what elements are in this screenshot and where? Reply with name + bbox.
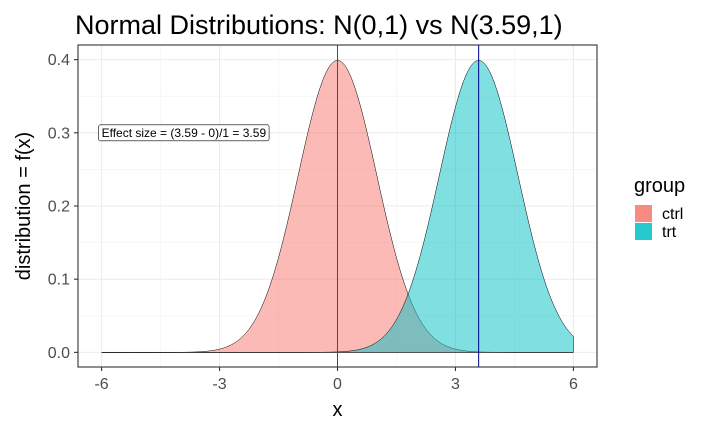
- y-tick-label: 0.0: [48, 345, 70, 362]
- annotation-label: Effect size = (3.59 - 0)/1 = 3.59: [102, 126, 267, 140]
- x-tick-label: 0: [333, 376, 342, 393]
- x-axis-title: x: [333, 399, 343, 421]
- density-area-trt: [101, 60, 574, 353]
- x-tick-label: 3: [451, 376, 460, 393]
- x-tick-label: -3: [212, 376, 226, 393]
- y-tick-label: 0.4: [48, 52, 70, 69]
- legend-key-trt: [635, 223, 652, 240]
- y-tick-label: 0.1: [48, 272, 70, 289]
- x-tick-label: -6: [94, 376, 108, 393]
- x-tick-label: 6: [569, 376, 578, 393]
- legend-key-ctrl: [635, 205, 652, 222]
- annotation-group: Effect size = (3.59 - 0)/1 = 3.59: [98, 124, 270, 142]
- mean-lines: [337, 45, 480, 367]
- legend-title: group: [634, 175, 685, 197]
- chart-title: Normal Distributions: N(0,1) vs N(3.59,1…: [75, 10, 563, 40]
- y-axis: 0.0 0.1 0.2 0.3 0.4: [48, 52, 78, 362]
- x-axis: -6 -3 0 3 6: [94, 367, 578, 393]
- y-axis-title: distribution = f(x): [13, 132, 35, 280]
- annotation-label-box: [98, 124, 270, 142]
- legend-label-ctrl: ctrl: [662, 206, 683, 223]
- legend-label-trt: trt: [662, 224, 677, 241]
- y-tick-label: 0.3: [48, 125, 70, 142]
- y-tick-label: 0.2: [48, 199, 70, 216]
